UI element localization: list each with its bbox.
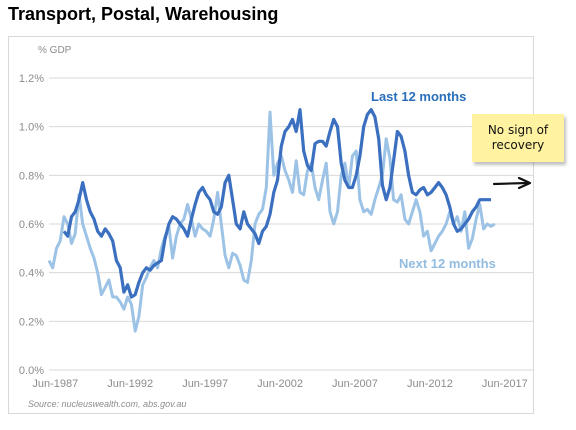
y-axis-unit-label: % GDP	[38, 45, 72, 56]
page-title: Transport, Postal, Warehousing	[8, 4, 279, 24]
series-lines	[47, 107, 496, 333]
series-label-last-12-months: Last 12 months	[371, 89, 467, 104]
x-tick-label: Jun-2017	[482, 378, 528, 390]
annotation-sticky-note: No sign of recovery	[472, 114, 564, 162]
y-tick-label: 1.0%	[19, 122, 44, 134]
x-tick-label: Jun-2012	[407, 378, 453, 390]
x-tick-label: Jun-1997	[182, 378, 228, 390]
x-tick-label: Jun-1992	[107, 378, 153, 390]
x-tick-label: Jun-2002	[257, 378, 303, 390]
y-axis-ticks: 0.0% 0.2% 0.4% 0.6% 0.8% 1.0% 1.2%	[19, 73, 44, 377]
x-axis-ticks: Jun-1987 Jun-1992 Jun-1997 Jun-2002 Jun-2007…	[32, 378, 527, 390]
x-tick-label: Jun-1987	[32, 378, 78, 390]
series-line-next-12-months	[47, 110, 496, 333]
source-note: Source: nucleuswealth.com, abs.gov.au	[28, 399, 187, 409]
y-tick-label: 0.0%	[19, 365, 44, 377]
series-line-last-12-months	[62, 107, 491, 299]
y-tick-label: 0.4%	[19, 268, 44, 280]
x-tick-label: Jun-2007	[332, 378, 378, 390]
y-tick-label: 0.8%	[19, 170, 44, 182]
annotation-line-2: recovery	[491, 138, 545, 152]
arrow-icon	[492, 176, 532, 190]
annotation-line-1: No sign of	[487, 123, 549, 137]
y-tick-label: 0.2%	[19, 316, 44, 328]
y-tick-label: 1.2%	[19, 73, 44, 85]
series-label-next-12-months: Next 12 months	[399, 256, 496, 271]
y-tick-label: 0.6%	[19, 219, 44, 231]
